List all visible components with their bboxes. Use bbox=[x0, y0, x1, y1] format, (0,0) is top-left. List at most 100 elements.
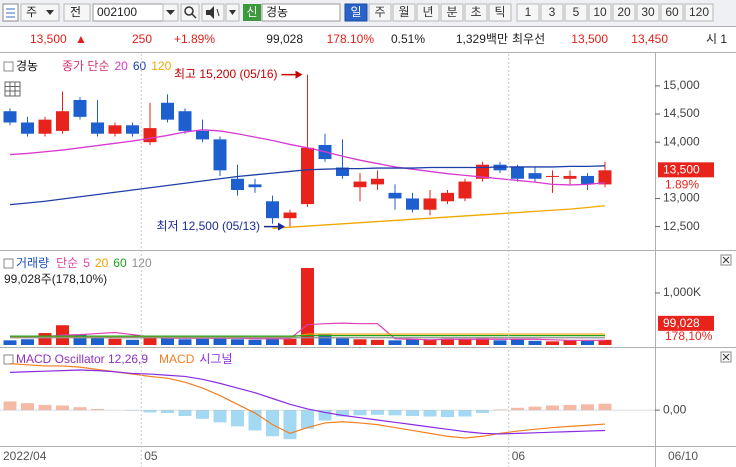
market-select[interactable] bbox=[63, 3, 91, 22]
interval-button[interactable] bbox=[392, 3, 416, 22]
last-ratio-label: 178,10% bbox=[665, 329, 713, 343]
volume-bar bbox=[301, 268, 314, 345]
dropdown-arrow[interactable] bbox=[46, 10, 54, 15]
quote-bg bbox=[0, 27, 736, 51]
volume-bar bbox=[528, 340, 542, 345]
interval-button[interactable] bbox=[416, 3, 440, 22]
candle-body bbox=[73, 99, 87, 117]
panel-icon[interactable] bbox=[3, 61, 14, 72]
interval-label: 년 bbox=[422, 5, 433, 19]
volume-bar bbox=[318, 334, 332, 345]
interval-label: 틱 bbox=[494, 5, 505, 19]
volume-bar bbox=[178, 339, 192, 345]
close-button[interactable] bbox=[720, 254, 732, 266]
oscillator-bar bbox=[546, 405, 559, 411]
oscillator-bar bbox=[73, 407, 87, 411]
table-icon[interactable] bbox=[4, 81, 21, 97]
interval-button[interactable] bbox=[440, 3, 464, 22]
last-volume-box bbox=[658, 315, 714, 331]
candle-body bbox=[213, 139, 227, 171]
interval-button[interactable] bbox=[612, 3, 636, 22]
interval-label: 초 bbox=[470, 5, 481, 19]
volume-bar bbox=[406, 339, 419, 345]
volume-bar bbox=[476, 338, 489, 345]
dropdown-arrow bbox=[166, 10, 175, 15]
oscillator-bar bbox=[528, 406, 542, 411]
candle-body bbox=[458, 181, 472, 199]
panel-icon[interactable] bbox=[3, 258, 14, 269]
code-text: 002100 bbox=[97, 5, 137, 19]
oscillator-bar bbox=[213, 410, 227, 423]
interval-button[interactable] bbox=[660, 3, 684, 22]
volume-bar bbox=[73, 334, 87, 345]
interval-label: 20 bbox=[617, 5, 631, 19]
legend-item: MACD bbox=[159, 352, 195, 366]
candle-body bbox=[388, 192, 402, 199]
oscillator-bar bbox=[336, 410, 349, 417]
legend-item: 시그널 bbox=[199, 352, 232, 366]
interval-button[interactable] bbox=[368, 3, 392, 22]
search-icon[interactable] bbox=[180, 3, 200, 22]
candle-body bbox=[231, 178, 244, 191]
interval-button[interactable] bbox=[588, 3, 612, 22]
panel-icon[interactable] bbox=[3, 354, 14, 365]
candle-body bbox=[441, 192, 454, 202]
sound-icon[interactable] bbox=[201, 3, 225, 22]
y-tick-label: 13,000 bbox=[663, 191, 700, 205]
candle-body bbox=[126, 125, 139, 134]
last-price-label: 13,500 bbox=[663, 162, 700, 176]
legend-item: 60 bbox=[113, 256, 127, 270]
interval-button[interactable] bbox=[540, 3, 564, 22]
oscillator-bar bbox=[423, 410, 437, 417]
interval-button[interactable] bbox=[684, 3, 714, 22]
oscillator-bar bbox=[406, 410, 419, 416]
volume-bar bbox=[598, 339, 612, 345]
candle-body bbox=[511, 167, 524, 179]
interval-button[interactable] bbox=[564, 3, 588, 22]
volume-bar bbox=[353, 339, 367, 345]
candle-body bbox=[108, 125, 122, 134]
volume-bar bbox=[161, 338, 174, 345]
volume-bar bbox=[266, 338, 279, 345]
interval-label: 5 bbox=[573, 5, 580, 19]
annotation-arrowhead bbox=[295, 70, 303, 79]
quote-ask: 13,500 bbox=[571, 32, 608, 46]
close-button[interactable] bbox=[720, 351, 732, 363]
menu-icon[interactable] bbox=[2, 3, 19, 22]
interval-button[interactable] bbox=[636, 3, 660, 22]
indicator-line bbox=[9, 129, 606, 186]
candle-body bbox=[21, 122, 34, 134]
panel-title: MACD Oscillator 12,26,9 bbox=[16, 352, 148, 366]
interval-button[interactable] bbox=[488, 3, 512, 22]
oscillator-bar bbox=[56, 405, 69, 411]
volume-bar bbox=[231, 339, 244, 345]
period-select[interactable] bbox=[20, 3, 60, 22]
oscillator-bar bbox=[301, 410, 314, 429]
oscillator-bar bbox=[21, 403, 34, 411]
interval-button[interactable] bbox=[344, 3, 368, 22]
y-tick-label: 12,500 bbox=[663, 219, 700, 233]
candle-body bbox=[581, 175, 594, 185]
annotation-text: 최고 15,200 (05/16) bbox=[174, 67, 277, 81]
name-input[interactable] bbox=[261, 3, 341, 22]
quote-change-rate: +1.89% bbox=[174, 32, 215, 46]
interval-label: 월 bbox=[398, 5, 409, 19]
volume-bar bbox=[581, 340, 594, 345]
volume-bar bbox=[563, 340, 577, 345]
annotation-arrowhead bbox=[278, 222, 285, 231]
x-end-label: 06/10 bbox=[668, 449, 698, 463]
interval-button[interactable] bbox=[516, 3, 540, 22]
quote-volume: 99,028 bbox=[266, 32, 303, 46]
interval-label: 주 bbox=[374, 5, 385, 19]
candle-body bbox=[476, 164, 489, 179]
interval-label: 10 bbox=[593, 5, 607, 19]
quote-bid: 13,450 bbox=[631, 32, 668, 46]
volume-summary: 99,028주(178,10%) bbox=[4, 272, 107, 286]
oscillator-bar bbox=[458, 410, 472, 417]
interval-button[interactable] bbox=[464, 3, 488, 22]
interval-label: 120 bbox=[689, 5, 709, 19]
candle-body bbox=[336, 167, 349, 176]
panel-title: 거래량 bbox=[16, 256, 49, 270]
volume-bar bbox=[493, 340, 507, 345]
